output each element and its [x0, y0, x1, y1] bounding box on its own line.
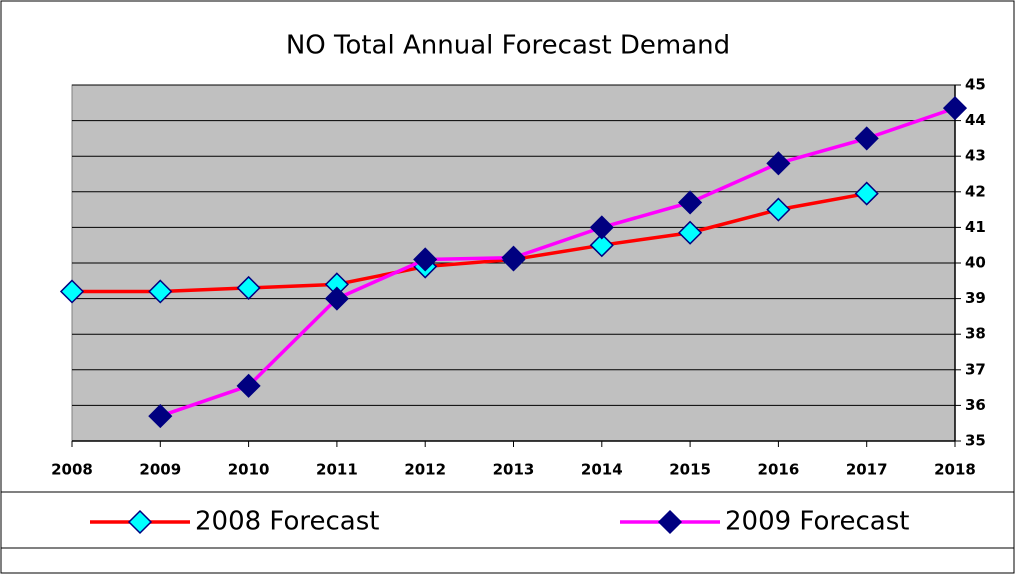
- legend-label: 2008 Forecast: [195, 507, 379, 537]
- y-tick-label: 43: [965, 147, 986, 165]
- marker: [854, 181, 879, 206]
- marker: [236, 373, 261, 398]
- marker: [324, 286, 349, 311]
- x-tick-label: 2012: [404, 461, 446, 479]
- y-tick-label: 41: [965, 218, 986, 236]
- marker: [236, 275, 261, 300]
- legend-label: 2009 Forecast: [725, 507, 909, 537]
- x-tick-label: 2017: [846, 461, 888, 479]
- marker: [854, 126, 879, 151]
- y-tick-label: 40: [965, 254, 986, 272]
- series-line: [72, 191, 868, 294]
- x-tick-label: 2011: [316, 461, 358, 479]
- x-tick-label: 2016: [758, 461, 800, 479]
- y-tick-label: 36: [965, 396, 986, 414]
- x-tick-label: 2009: [139, 461, 181, 479]
- legend-marker: [127, 509, 153, 535]
- marker: [766, 197, 791, 222]
- x-tick-label: 2013: [493, 461, 535, 479]
- marker: [413, 247, 438, 272]
- marker: [589, 233, 614, 258]
- marker: [942, 96, 968, 121]
- x-tick-label: 2015: [669, 461, 711, 479]
- marker: [501, 245, 526, 270]
- y-tick-label: 35: [965, 432, 986, 450]
- y-tick-label: 45: [965, 76, 986, 94]
- marker: [148, 404, 173, 429]
- legend-marker: [657, 509, 683, 535]
- y-tick-label: 42: [965, 182, 986, 200]
- x-tick-label: 2010: [228, 461, 270, 479]
- y-tick-label: 44: [965, 111, 986, 129]
- y-tick-label: 39: [965, 289, 986, 307]
- y-tick-label: 38: [965, 325, 986, 343]
- x-tick-label: 2008: [51, 461, 93, 479]
- marker: [766, 151, 791, 176]
- marker: [589, 215, 614, 240]
- marker: [59, 279, 85, 304]
- marker: [678, 190, 703, 215]
- marker: [678, 220, 703, 245]
- y-tick-label: 37: [965, 360, 986, 378]
- chart-title: NO Total Annual Forecast Demand: [286, 31, 730, 61]
- marker: [148, 279, 173, 304]
- series-line: [159, 106, 956, 418]
- x-tick-label: 2018: [934, 461, 976, 479]
- x-tick-label: 2014: [581, 461, 623, 479]
